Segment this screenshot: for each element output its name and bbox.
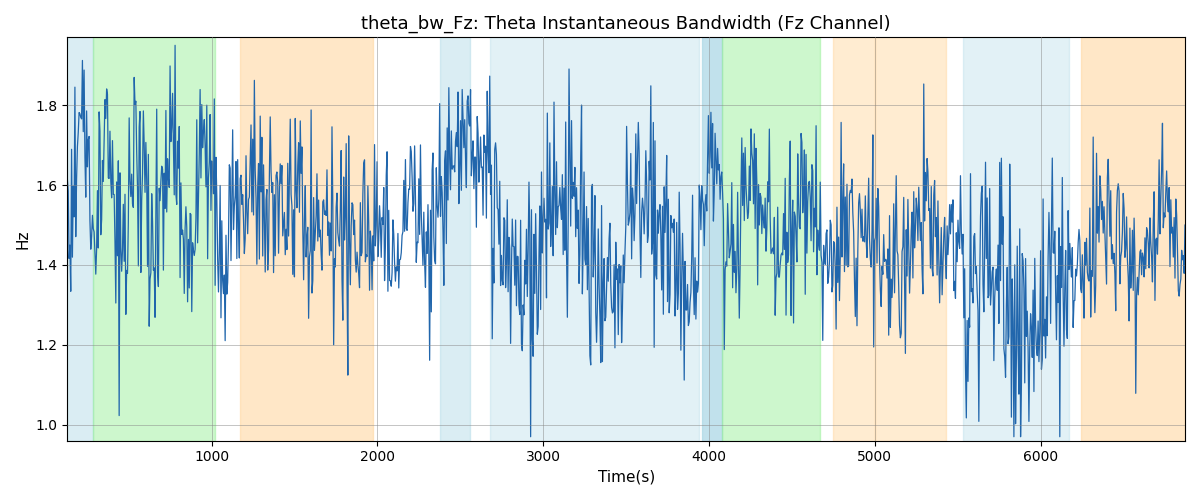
Bar — [491, 38, 700, 440]
Bar — [240, 38, 372, 440]
X-axis label: Time(s): Time(s) — [598, 470, 655, 485]
Bar — [1080, 38, 1184, 440]
Bar — [834, 38, 875, 440]
Bar — [875, 38, 947, 440]
Bar — [440, 38, 470, 440]
Bar — [722, 38, 821, 440]
Bar — [702, 38, 722, 440]
Bar — [94, 38, 215, 440]
Title: theta_bw_Fz: Theta Instantaneous Bandwidth (Fz Channel): theta_bw_Fz: Theta Instantaneous Bandwid… — [361, 15, 892, 34]
Bar — [67, 38, 94, 440]
Y-axis label: Hz: Hz — [16, 230, 30, 249]
Bar — [962, 38, 1069, 440]
